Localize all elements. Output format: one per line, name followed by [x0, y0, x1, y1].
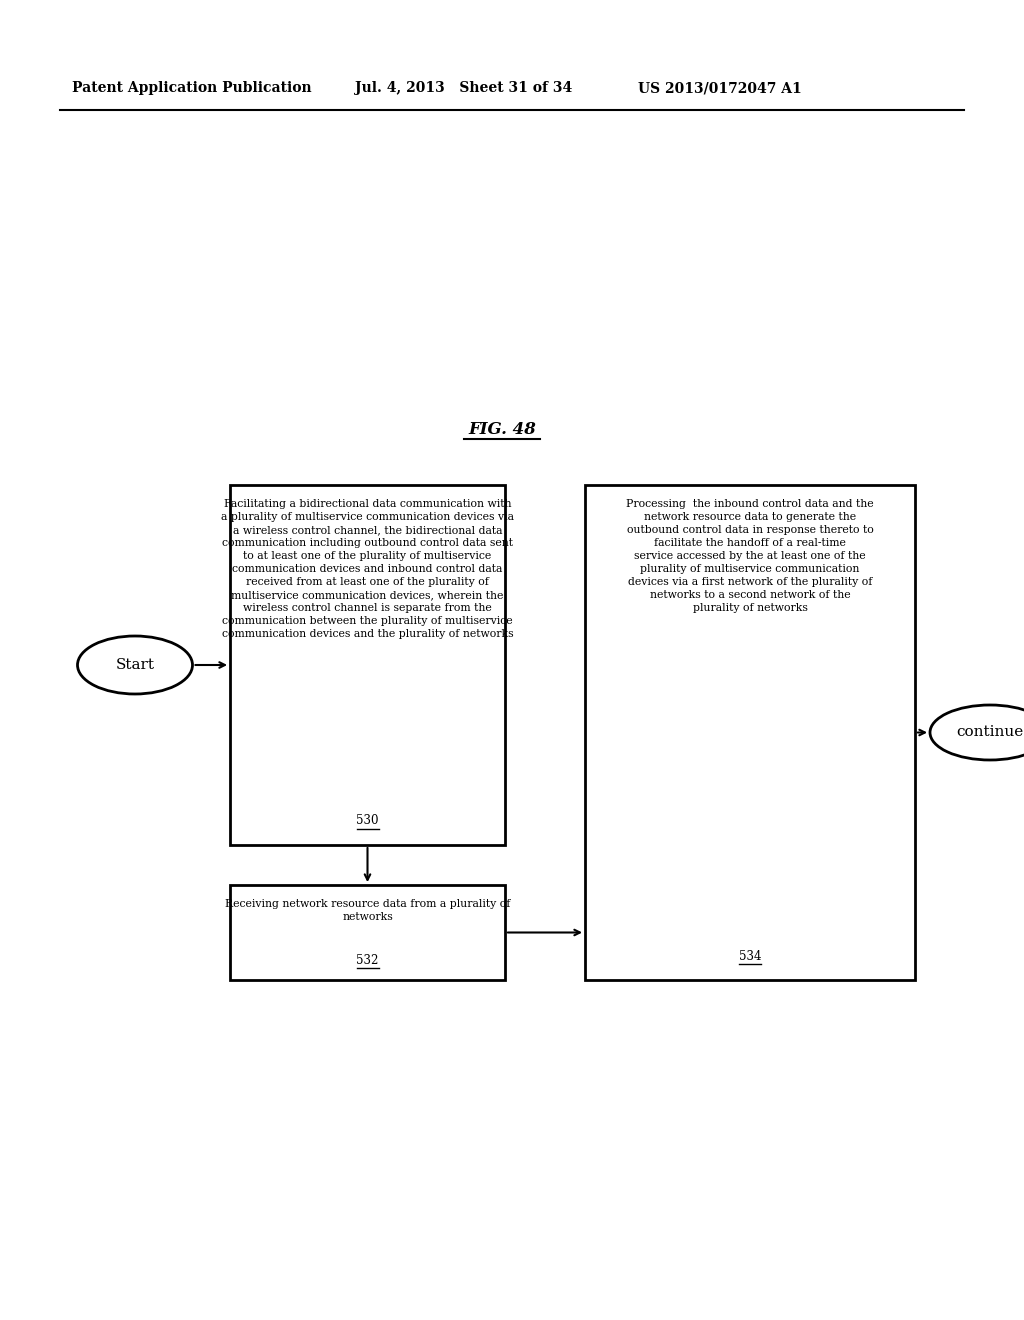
Text: continue: continue: [956, 726, 1024, 739]
Text: Receiving network resource data from a plurality of
networks: Receiving network resource data from a p…: [225, 899, 510, 923]
Text: US 2013/0172047 A1: US 2013/0172047 A1: [638, 81, 802, 95]
FancyBboxPatch shape: [230, 484, 505, 845]
FancyBboxPatch shape: [585, 484, 915, 979]
Text: 530: 530: [356, 814, 379, 828]
Text: 532: 532: [356, 953, 379, 966]
Text: Jul. 4, 2013   Sheet 31 of 34: Jul. 4, 2013 Sheet 31 of 34: [355, 81, 572, 95]
Text: FIG. 48: FIG. 48: [468, 421, 536, 438]
FancyBboxPatch shape: [230, 884, 505, 979]
Text: Patent Application Publication: Patent Application Publication: [72, 81, 311, 95]
Text: Processing  the inbound control data and the
network resource data to generate t: Processing the inbound control data and …: [627, 499, 873, 614]
Text: Start: Start: [116, 657, 155, 672]
Text: 534: 534: [738, 949, 761, 962]
Text: Facilitating a bidirectional data communication with
a plurality of multiservice: Facilitating a bidirectional data commun…: [221, 499, 514, 639]
